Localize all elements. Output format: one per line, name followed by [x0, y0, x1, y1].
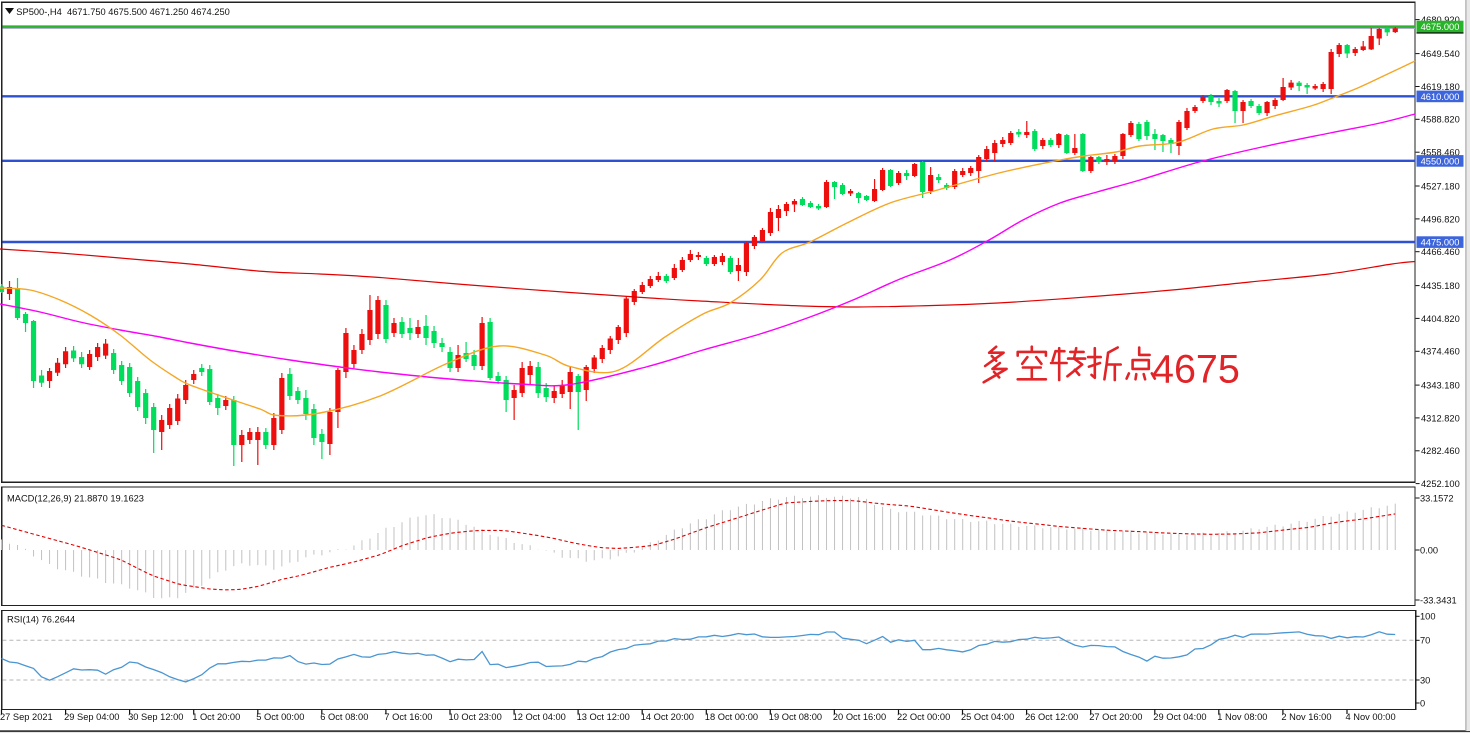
svg-text:4 Nov 00:00: 4 Nov 00:00 [1346, 712, 1396, 722]
svg-text:13 Oct 12:00: 13 Oct 12:00 [577, 712, 630, 722]
svg-text:29 Sep 04:00: 29 Sep 04:00 [64, 712, 119, 722]
svg-text:4282.460: 4282.460 [1421, 446, 1460, 456]
svg-text:0: 0 [1420, 698, 1425, 708]
svg-text:4343.180: 4343.180 [1421, 381, 1460, 391]
svg-text:SP500-,H4 4671.750 4675.500 4: SP500-,H4 4671.750 4675.500 4671.250 467… [16, 7, 230, 17]
svg-text:10 Oct 23:00: 10 Oct 23:00 [449, 712, 502, 722]
svg-text:1 Nov 08:00: 1 Nov 08:00 [1217, 712, 1267, 722]
svg-text:5 Oct 00:00: 5 Oct 00:00 [256, 712, 304, 722]
svg-text:1 Oct 20:00: 1 Oct 20:00 [192, 712, 240, 722]
svg-text:4550.000: 4550.000 [1421, 156, 1460, 166]
svg-text:4475.000: 4475.000 [1421, 238, 1460, 248]
svg-text:100: 100 [1420, 612, 1436, 622]
svg-text:4252.100: 4252.100 [1421, 479, 1460, 489]
svg-text:0.00: 0.00 [1420, 545, 1438, 555]
svg-text:22 Oct 00:00: 22 Oct 00:00 [897, 712, 950, 722]
svg-text:19 Oct 08:00: 19 Oct 08:00 [769, 712, 822, 722]
svg-text:2 Nov 16:00: 2 Nov 16:00 [1281, 712, 1331, 722]
svg-text:4675: 4675 [1152, 348, 1240, 392]
svg-text:27 Oct 20:00: 27 Oct 20:00 [1089, 712, 1142, 722]
svg-text:4649.540: 4649.540 [1421, 49, 1460, 59]
svg-text:4588.820: 4588.820 [1421, 115, 1460, 125]
svg-text:30 Sep 12:00: 30 Sep 12:00 [128, 712, 183, 722]
svg-text:4527.180: 4527.180 [1421, 181, 1460, 191]
svg-text:-33.3431: -33.3431 [1420, 595, 1457, 605]
svg-text:RSI(14) 76.2644: RSI(14) 76.2644 [7, 614, 75, 624]
svg-text:26 Oct 12:00: 26 Oct 12:00 [1025, 712, 1078, 722]
svg-text:4404.820: 4404.820 [1421, 314, 1460, 324]
svg-text:4675.000: 4675.000 [1421, 22, 1460, 32]
svg-text:29 Oct 04:00: 29 Oct 04:00 [1153, 712, 1206, 722]
svg-text:18 Oct 00:00: 18 Oct 00:00 [705, 712, 758, 722]
svg-text:20 Oct 16:00: 20 Oct 16:00 [833, 712, 886, 722]
svg-text:4374.460: 4374.460 [1421, 347, 1460, 357]
svg-text:14 Oct 20:00: 14 Oct 20:00 [641, 712, 694, 722]
svg-text:6 Oct 08:00: 6 Oct 08:00 [320, 712, 368, 722]
svg-text:12 Oct 04:00: 12 Oct 04:00 [513, 712, 566, 722]
svg-text:4558.460: 4558.460 [1421, 148, 1460, 158]
svg-text:MACD(12,26,9) 21.8870 19.1623: MACD(12,26,9) 21.8870 19.1623 [7, 493, 144, 503]
svg-text:70: 70 [1420, 636, 1430, 646]
svg-text:4435.180: 4435.180 [1421, 281, 1460, 291]
svg-text:4610.000: 4610.000 [1421, 92, 1460, 102]
svg-text:4312.820: 4312.820 [1421, 413, 1460, 423]
svg-text:27 Sep 2021: 27 Sep 2021 [0, 712, 53, 722]
svg-text:30: 30 [1420, 675, 1430, 685]
svg-text:4680.920: 4680.920 [1421, 15, 1460, 25]
svg-text:7 Oct 16:00: 7 Oct 16:00 [384, 712, 432, 722]
svg-text:4496.820: 4496.820 [1421, 214, 1460, 224]
svg-text:4619.180: 4619.180 [1421, 82, 1460, 92]
svg-text:25 Oct 04:00: 25 Oct 04:00 [961, 712, 1014, 722]
svg-text:4466.460: 4466.460 [1421, 247, 1460, 257]
svg-text:33.1572: 33.1572 [1420, 493, 1454, 503]
